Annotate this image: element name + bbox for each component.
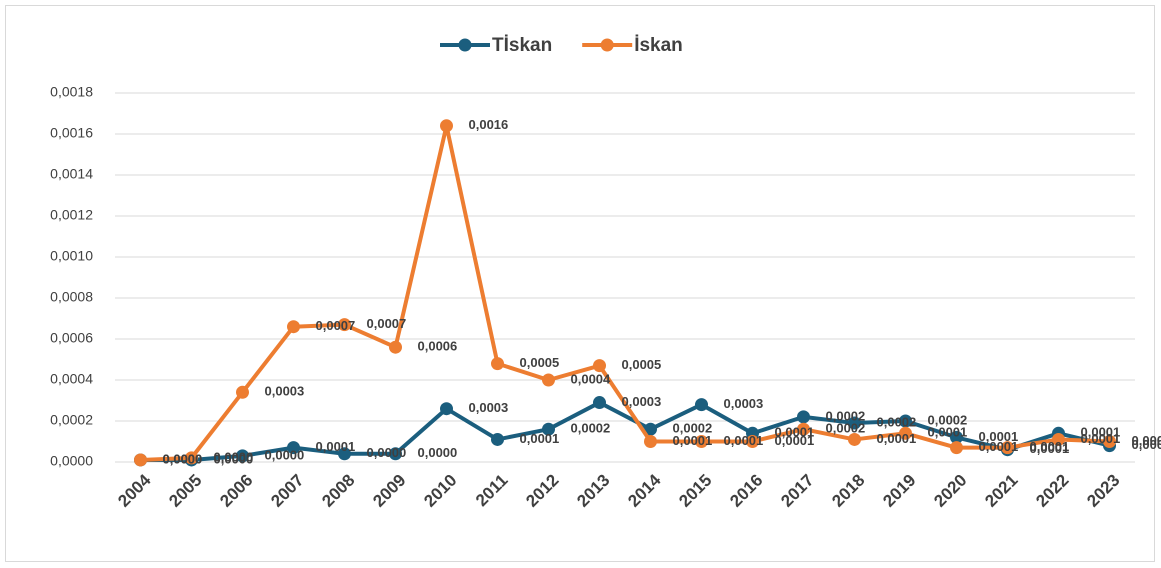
- series-line: [140, 123, 1110, 462]
- point: [389, 340, 402, 354]
- data-label: 0,0002: [928, 412, 968, 427]
- point: [542, 373, 555, 387]
- point: [950, 430, 963, 444]
- data-label: 0,0005: [622, 357, 662, 372]
- legend-label: İskan: [634, 35, 683, 56]
- point: [236, 385, 249, 399]
- data-label: 0,0000: [214, 449, 254, 464]
- point: [695, 398, 708, 412]
- data-label: 0,0001: [673, 433, 713, 448]
- point: [1001, 441, 1014, 455]
- data-label: 0,0016: [469, 117, 509, 132]
- data-label: 0,0004: [571, 371, 612, 386]
- y-tick-label: 0,0006: [50, 330, 93, 346]
- data-label: 0,0001: [520, 431, 560, 446]
- y-tick-label: 0,0014: [50, 166, 93, 182]
- point: [491, 432, 504, 446]
- data-label: 0,0001: [979, 429, 1019, 444]
- point: [899, 426, 912, 440]
- point: [1052, 432, 1065, 446]
- point: [797, 410, 810, 424]
- data-label: 0,0001: [1132, 433, 1161, 448]
- y-tick-label: 0,0010: [50, 248, 93, 264]
- data-label: 0,0001: [775, 433, 815, 448]
- legend-marker: [600, 38, 614, 52]
- data-label: 0,0002: [826, 408, 866, 423]
- point: [644, 435, 657, 448]
- data-label: 0,0000: [367, 445, 407, 460]
- data-label: 0,0005: [520, 355, 560, 370]
- point: [848, 432, 861, 446]
- data-label: 0,0001: [724, 433, 764, 448]
- data-label: 0,0001: [316, 439, 356, 454]
- data-label: 0,0001: [1081, 431, 1121, 446]
- data-label: 0,0000: [163, 451, 203, 466]
- data-label: 0,0001: [1030, 441, 1070, 456]
- data-label: 0,0000: [418, 445, 458, 460]
- data-label: 0,0001: [979, 439, 1019, 454]
- point: [797, 422, 810, 436]
- legend-marker: [458, 38, 472, 52]
- data-label: 0,0006: [418, 339, 458, 354]
- point: [440, 119, 453, 133]
- point: [287, 441, 300, 455]
- point: [848, 416, 861, 430]
- point: [644, 422, 657, 436]
- point: [185, 451, 198, 465]
- point: [338, 318, 351, 332]
- data-label: 0,0007: [367, 316, 407, 331]
- point: [593, 359, 606, 373]
- data-label: 0,0002: [571, 421, 611, 436]
- data-label: 0,0000: [265, 447, 305, 462]
- y-tick-label: 0,0012: [50, 207, 93, 223]
- data-label: 0,0002: [826, 421, 866, 436]
- data-label: 0,0001: [775, 425, 815, 440]
- point: [236, 449, 249, 463]
- data-label: 0,0001: [1132, 437, 1161, 452]
- point: [542, 422, 555, 436]
- data-label: 0,0000: [214, 451, 254, 466]
- y-tick-label: 0,0000: [50, 453, 93, 469]
- data-label: 0,0003: [724, 396, 764, 411]
- y-tick-label: 0,0018: [50, 84, 93, 100]
- data-label: 0,0002: [673, 421, 713, 436]
- y-tick-label: 0,0002: [50, 412, 93, 428]
- data-label: 0,0003: [622, 394, 662, 409]
- data-label: 0,0000: [163, 451, 203, 466]
- point: [695, 435, 708, 448]
- data-label: 0,0001: [1030, 439, 1070, 454]
- point: [899, 414, 912, 428]
- data-label: 0,0003: [265, 384, 305, 399]
- data-label: 0,0003: [469, 400, 509, 415]
- series-line: [140, 400, 1110, 462]
- point: [134, 453, 147, 467]
- legend-label: Tİskan: [492, 35, 552, 56]
- chart-frame: [5, 5, 1155, 562]
- y-tick-label: 0,0016: [50, 125, 93, 141]
- data-label: 0,0007: [316, 318, 356, 333]
- point: [1103, 435, 1116, 448]
- point: [593, 396, 606, 410]
- legend: Tİskan İskan: [440, 35, 683, 56]
- point: [338, 447, 351, 461]
- y-tick-label: 0,0008: [50, 289, 93, 305]
- point: [491, 357, 504, 371]
- point: [440, 402, 453, 416]
- point: [950, 441, 963, 455]
- point: [389, 447, 402, 461]
- data-label: 0,0001: [928, 425, 968, 440]
- data-label: 0,0002: [877, 414, 917, 429]
- point: [746, 435, 759, 448]
- y-tick-label: 0,0004: [50, 371, 93, 387]
- data-label: 0,0001: [1081, 425, 1121, 440]
- data-label: 0,0001: [877, 431, 917, 446]
- point: [287, 320, 300, 334]
